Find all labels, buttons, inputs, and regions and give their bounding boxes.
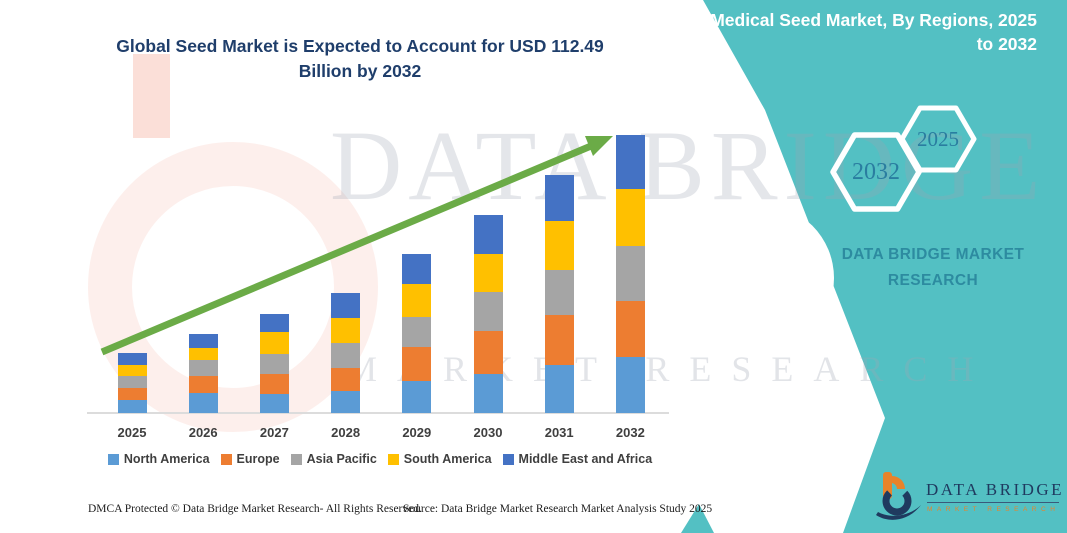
bar-segment-2029-europe: [402, 347, 432, 381]
bar-segment-2026-north-america: [188, 392, 218, 413]
logo-subtitle-text: MARKET RESEARCH: [927, 502, 1060, 513]
x-axis-line: [87, 412, 669, 414]
bar-segment-2025-europe: [117, 387, 147, 400]
bar-segment-2025-asia-pacific: [117, 376, 147, 388]
chart-legend: North America Europe Asia Pacific South Ame…: [88, 452, 672, 466]
x-axis-label-2025: 2025: [117, 425, 147, 440]
bar-segment-2027-europe: [259, 374, 289, 394]
bar-segment-2027-south-america: [259, 332, 289, 355]
watermark-text-primary: DATA BRIDGE: [330, 110, 1047, 221]
white-circle-cutout: [686, 204, 834, 352]
bar-segment-2032-south-america: [615, 189, 645, 246]
data-bridge-logo: DATA BRIDGE MARKET RESEARCH: [876, 468, 1065, 526]
legend-swatch-icon: [107, 453, 119, 465]
x-axis-label-2029: 2029: [402, 425, 432, 440]
x-axis-label-2026: 2026: [188, 425, 218, 440]
dmca-notice: DMCA Protected © Data Bridge Market Rese…: [88, 503, 422, 515]
legend-label: South America: [403, 452, 492, 466]
bar-segment-2028-europe: [331, 367, 361, 391]
watermark-text-secondary: MARKET RESEARCH: [345, 349, 994, 389]
legend-item-north-america: North America: [107, 452, 210, 466]
bar-segment-2026-asia-pacific: [188, 360, 218, 376]
x-axis-label-2031: 2031: [544, 425, 574, 440]
bar-segment-2030-north-america: [473, 374, 503, 413]
x-axis-label-2027: 2027: [259, 425, 289, 440]
logo-watermark-bar: [133, 54, 170, 138]
legend-swatch-icon: [387, 453, 399, 465]
legend-swatch-icon: [290, 453, 302, 465]
chart-title: Global Seed Market is Expected to Accoun…: [116, 36, 604, 81]
bar-segment-2031-europe: [544, 314, 574, 365]
bar-segment-2029-middle-east-and-africa: [402, 253, 432, 284]
bar-segment-2027-middle-east-and-africa: [259, 314, 289, 333]
bar-segment-2028-asia-pacific: [331, 342, 361, 368]
bar-segment-2031-asia-pacific: [544, 269, 574, 315]
bar-segment-2028-north-america: [331, 390, 361, 413]
bar-segment-2031-north-america: [544, 364, 574, 413]
legend-item-asia-pacific: Asia Pacific: [290, 452, 377, 466]
x-axis-label-2032: 2032: [615, 425, 645, 440]
legend-swatch-icon: [502, 453, 514, 465]
legend-item-south-america: South America: [387, 452, 492, 466]
teal-sliver-triangle: [681, 504, 714, 533]
bar-segment-2032-north-america: [615, 357, 645, 413]
bar-segment-2031-middle-east-and-africa: [544, 174, 574, 222]
bar-segment-2027-north-america: [259, 394, 289, 413]
legend-label: North America: [123, 452, 210, 466]
x-axis-label-2030: 2030: [473, 425, 503, 440]
panel-brand-line2: RESEARCH: [887, 272, 979, 289]
panel-brand-line1: DATA BRIDGE MARKET: [841, 246, 1025, 263]
bar-segment-2032-middle-east-and-africa: [615, 135, 645, 190]
bar-segment-2026-europe: [188, 375, 218, 393]
bar-segment-2029-asia-pacific: [402, 317, 432, 348]
bar-segment-2030-south-america: [473, 254, 503, 293]
bar-segment-2031-south-america: [544, 221, 574, 270]
bar-segment-2030-middle-east-and-africa: [473, 215, 503, 255]
bar-segment-2025-north-america: [117, 399, 147, 413]
bar-segment-2026-south-america: [188, 347, 218, 361]
data-bridge-b-mark-icon: [876, 472, 921, 520]
hexagon-year-2032: 2032: [852, 159, 900, 185]
legend-item-europe: Europe: [220, 452, 280, 466]
bar-segment-2032-asia-pacific: [615, 245, 645, 301]
panel-heading: Medical Seed Market, By Regions, 2025 to…: [710, 10, 1037, 54]
bar-segment-2030-europe: [473, 330, 503, 374]
bar-segment-2032-europe: [615, 301, 645, 358]
legend-label: Asia Pacific: [306, 452, 377, 466]
legend-label: Middle East and Africa: [518, 452, 653, 466]
bar-segment-2030-asia-pacific: [473, 292, 503, 331]
source-note: Source: Data Bridge Market Research Mark…: [403, 503, 713, 515]
bar-segment-2028-south-america: [331, 317, 361, 343]
bar-segment-2025-middle-east-and-africa: [117, 353, 147, 365]
bar-segment-2029-south-america: [402, 283, 432, 318]
hexagon-year-2025: 2025: [917, 127, 959, 151]
panel-brand-text: DATA BRIDGE MARKET RESEARCH: [833, 242, 1033, 294]
logo-name-text: DATA BRIDGE: [926, 480, 1065, 499]
bar-segment-2028-middle-east-and-africa: [331, 292, 361, 318]
bar-segment-2027-asia-pacific: [259, 354, 289, 374]
legend-item-middle-east-and-africa: Middle East and Africa: [502, 452, 653, 466]
legend-label: Europe: [236, 452, 280, 466]
legend-swatch-icon: [220, 453, 232, 465]
bar-segment-2026-middle-east-and-africa: [188, 333, 218, 348]
x-axis-label-2028: 2028: [331, 425, 361, 440]
bar-segment-2025-south-america: [117, 364, 147, 377]
bar-segment-2029-north-america: [402, 380, 432, 413]
